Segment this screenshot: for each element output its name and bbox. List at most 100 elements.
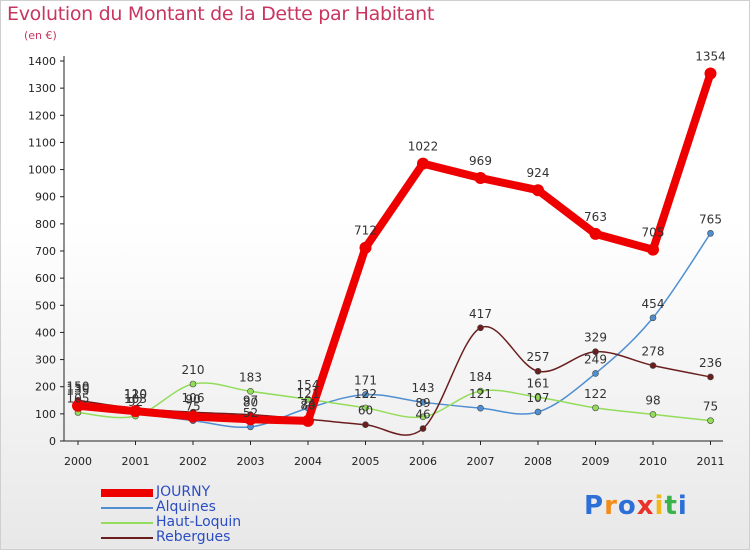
data-point-journy: [417, 157, 429, 170]
legend-label-haut-loquin: Haut-Loquin: [156, 514, 242, 530]
data-label-rebergues: 329: [584, 331, 607, 345]
x-tick-label: 2003: [237, 455, 265, 468]
data-label-rebergues: 150: [67, 379, 90, 393]
data-point-alquines: [534, 408, 542, 416]
series-line-alquines: [77, 232, 712, 429]
logo-letter: P: [584, 491, 605, 521]
y-tick-label: 1000: [28, 164, 56, 177]
data-label-alquines: 765: [699, 212, 722, 226]
data-point-haut-loquin: [362, 404, 369, 412]
data-label-journy: 110: [124, 387, 147, 401]
legend-swatch-journy: [101, 489, 153, 497]
legend-swatch-alquines: [101, 507, 153, 509]
data-point-haut-loquin: [419, 413, 427, 421]
data-label-rebergues: 106: [182, 391, 205, 405]
data-label-rebergues: 97: [243, 394, 258, 408]
data-label-journy: 1022: [408, 140, 439, 154]
data-point-alquines: [649, 314, 657, 322]
y-tick-label: 800: [35, 218, 56, 231]
legend-label-alquines: Alquines: [156, 499, 216, 515]
x-tick-label: 2010: [639, 455, 667, 468]
data-label-haut-loquin: 92: [128, 395, 143, 409]
logo-letter: r: [604, 491, 618, 521]
data-point-haut-loquin: [189, 380, 197, 388]
data-label-alquines: 107: [527, 391, 550, 405]
data-label-journy: 90: [185, 393, 200, 407]
data-point-rebergues: [534, 367, 542, 375]
data-point-journy: [589, 227, 602, 240]
data-label-rebergues: 46: [415, 408, 430, 422]
data-point-journy: [129, 405, 142, 418]
logo-letter: i: [654, 491, 665, 521]
data-point-journy: [72, 399, 84, 412]
data-label-alquines: 75: [185, 400, 200, 414]
logo-letter: x: [636, 491, 655, 521]
data-point-journy: [244, 413, 257, 426]
y-tick-label: 500: [35, 299, 56, 312]
data-point-journy: [187, 410, 199, 423]
chart-title: Evolution du Montant de la Dette par Hab…: [7, 3, 435, 25]
data-label-journy: 712: [354, 224, 377, 238]
data-label-journy: 130: [67, 382, 90, 396]
data-point-rebergues: [649, 362, 657, 369]
legend-label-rebergues: Rebergues: [156, 529, 231, 545]
data-label-alquines: 249: [584, 352, 607, 366]
data-label-journy: 80: [243, 395, 258, 409]
data-point-journy: [302, 414, 314, 427]
data-label-alquines: 454: [642, 297, 665, 311]
y-tick-label: 1400: [28, 55, 56, 68]
y-tick-label: 700: [35, 245, 56, 258]
x-tick-label: 2000: [64, 455, 92, 468]
x-tick-label: 2008: [524, 455, 552, 468]
data-label-rebergues: 278: [642, 345, 665, 359]
y-tick-label: 600: [35, 272, 56, 285]
series-line-journy: [74, 69, 715, 425]
x-tick-label: 2006: [409, 455, 437, 468]
data-point-journy: [474, 171, 487, 184]
y-tick-label: 1300: [28, 82, 56, 95]
data-label-haut-loquin: 154: [297, 378, 320, 392]
data-point-alquines: [592, 370, 599, 377]
x-tick-label: 2004: [294, 455, 322, 468]
data-label-haut-loquin: 183: [239, 370, 262, 384]
chart-unit: (en €): [24, 29, 57, 42]
data-label-haut-loquin: 122: [584, 387, 607, 401]
data-label-alquines: 121: [469, 387, 492, 401]
logo-letter: i: [677, 491, 688, 521]
data-label-alquines: 103: [124, 392, 147, 406]
y-tick-label: 0: [49, 435, 56, 448]
data-label-alquines: 143: [412, 381, 435, 395]
data-point-rebergues: [419, 425, 427, 432]
data-label-alquines: 135: [67, 383, 90, 397]
data-point-journy: [704, 67, 717, 80]
data-point-rebergues: [477, 324, 484, 332]
data-label-haut-loquin: 184: [469, 370, 492, 384]
data-label-rebergues: 257: [527, 350, 550, 364]
legend-swatch-rebergues: [101, 537, 153, 539]
data-label-journy: 924: [527, 166, 550, 180]
data-label-rebergues: 417: [469, 307, 492, 321]
data-label-haut-loquin: 75: [703, 400, 718, 414]
data-label-haut-loquin: 98: [645, 393, 660, 407]
data-point-journy: [532, 184, 544, 197]
legend-swatch-haut-loquin: [101, 522, 153, 524]
data-point-rebergues: [707, 373, 714, 381]
data-point-journy: [359, 241, 372, 254]
y-tick-label: 1200: [28, 109, 56, 122]
x-tick-label: 2005: [352, 455, 380, 468]
data-point-alquines: [707, 230, 714, 237]
legend-label-journy: JOURNY: [156, 484, 211, 500]
data-label-alquines: 121: [297, 387, 320, 401]
data-point-haut-loquin: [592, 404, 599, 412]
data-point-haut-loquin: [247, 388, 254, 395]
data-label-haut-loquin: 161: [527, 376, 550, 390]
data-label-rebergues: 60: [358, 404, 373, 418]
x-tick-label: 2002: [179, 455, 207, 468]
data-label-haut-loquin: 210: [182, 363, 205, 377]
data-point-rebergues: [362, 421, 369, 429]
data-label-journy: 969: [469, 154, 492, 168]
data-point-rebergues: [592, 348, 599, 356]
data-label-alquines: 52: [243, 406, 258, 420]
data-label-journy: 763: [584, 210, 607, 224]
